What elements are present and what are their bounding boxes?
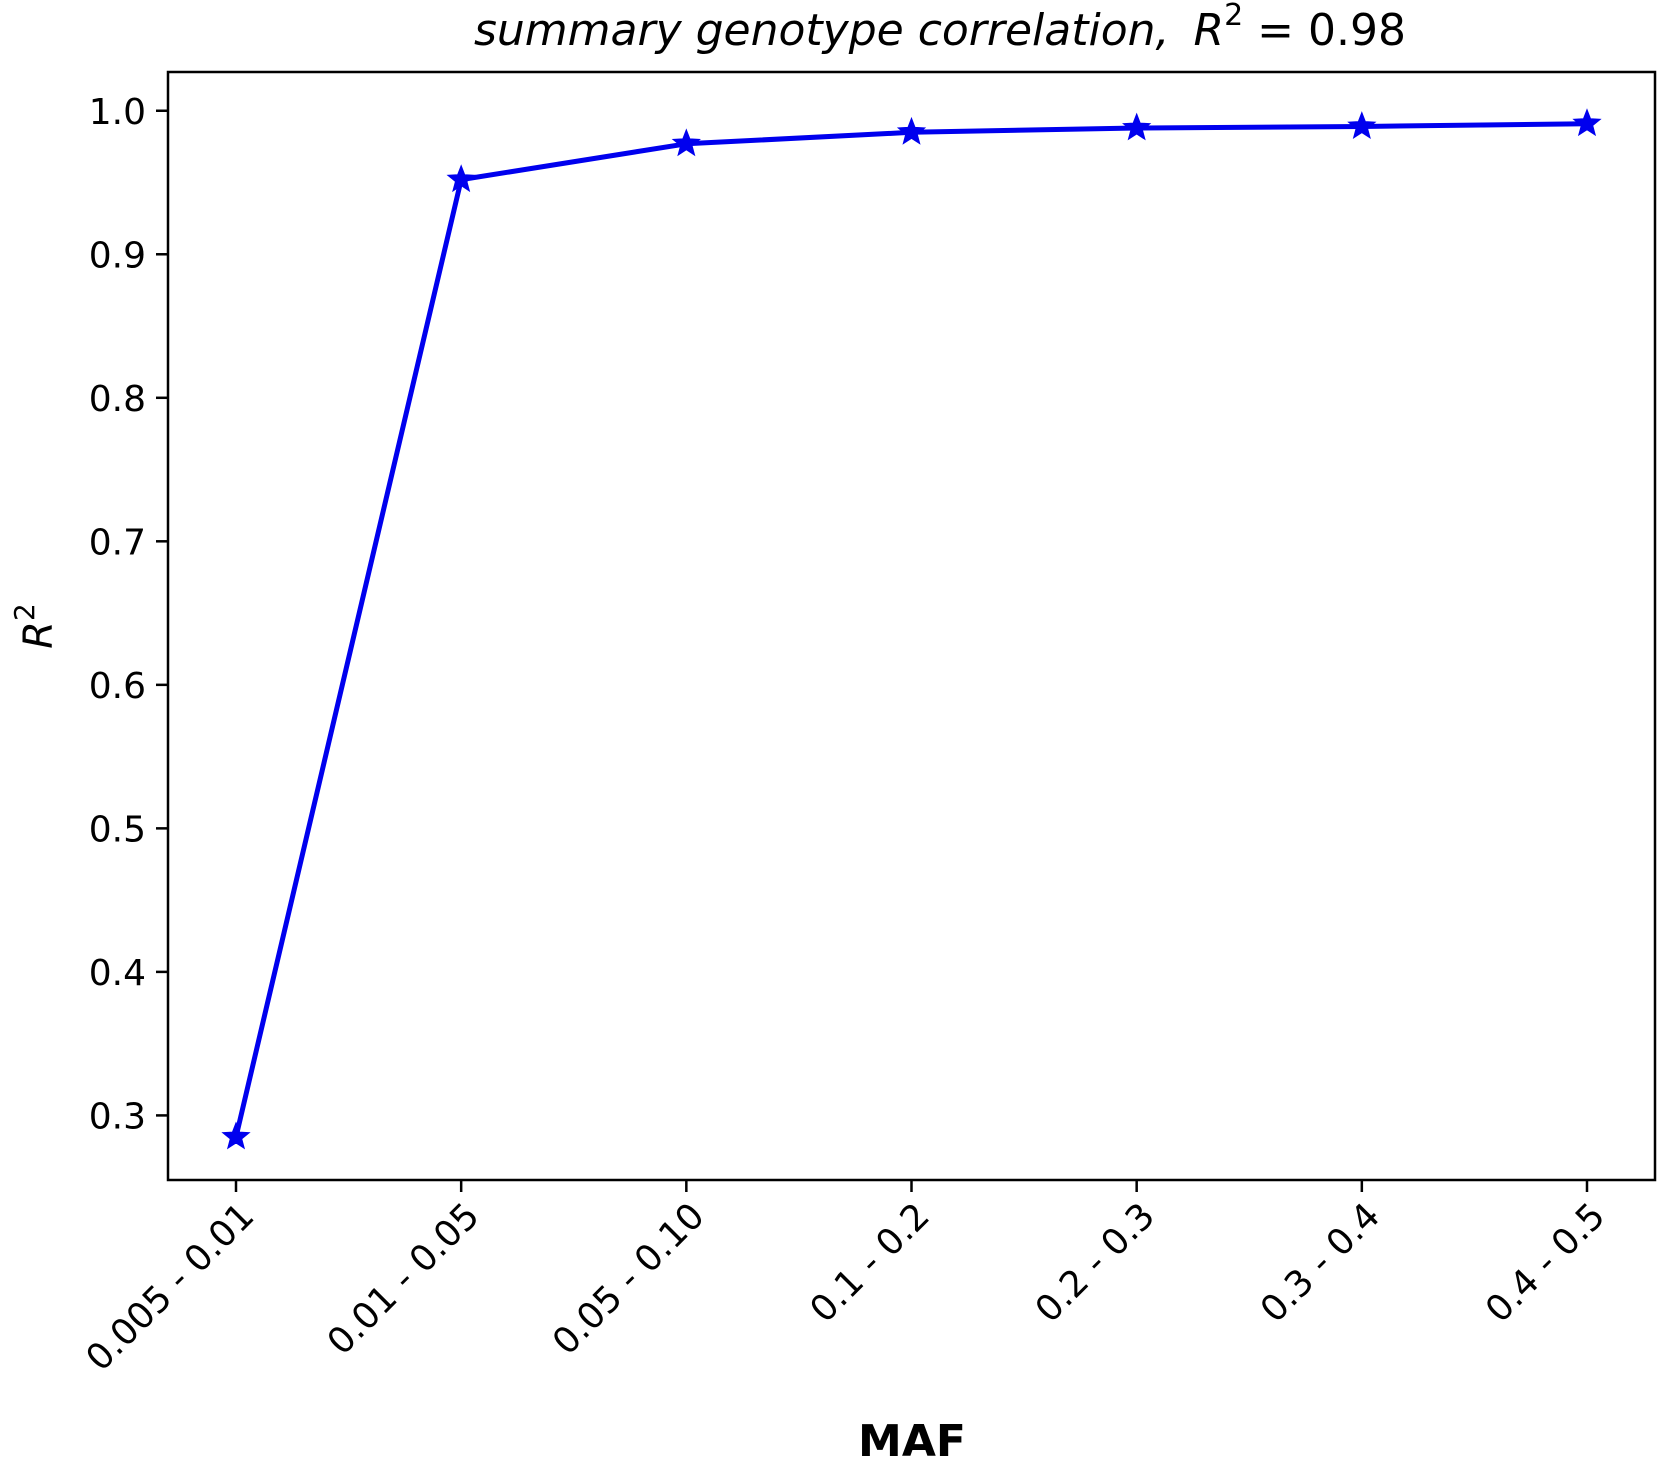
chart-title-suffix: = 0.98 — [1243, 5, 1406, 56]
y-axis-label: R2 — [8, 603, 62, 649]
data-point-star — [1572, 108, 1602, 137]
plot-frame — [166, 70, 1657, 1182]
x-tick-label: 0.1 - 0.2 — [803, 1195, 938, 1330]
y-axis-label-sup: 2 — [8, 603, 41, 621]
x-tick-label: 0.2 - 0.3 — [1028, 1195, 1163, 1330]
x-tick-label: 0.01 - 0.05 — [320, 1195, 488, 1363]
y-tick-label: 0.3 — [89, 1096, 146, 1137]
series-line — [233, 121, 1588, 1138]
y-tick-label: 0.5 — [89, 809, 146, 850]
y-tick-label: 0.6 — [89, 666, 146, 707]
data-point-star — [1122, 112, 1152, 141]
x-tick-label: 0.005 - 0.01 — [78, 1195, 262, 1379]
chart-title-sup: 2 — [1224, 0, 1243, 33]
data-point-star — [1347, 111, 1377, 139]
x-tick-label: 0.05 - 0.10 — [545, 1195, 713, 1363]
data-point-star — [446, 164, 476, 193]
y-tick-label: 0.7 — [89, 522, 146, 563]
chart-title-r: R — [1194, 5, 1225, 56]
x-tick-label: 0.4 - 0.5 — [1478, 1195, 1613, 1330]
x-axis-label: MAF — [858, 1416, 966, 1467]
y-tick-label: 0.8 — [89, 379, 146, 420]
y-tick-label: 0.9 — [89, 235, 146, 276]
data-point-star — [671, 128, 701, 157]
series-markers — [221, 108, 1602, 1150]
x-axis-ticks: 0.005 - 0.01 0.01 - 0.05 0.05 - 0.10 0.1 - … — [78, 1180, 1613, 1379]
chart-title-prefix: summary genotype correlation, — [474, 5, 1170, 56]
y-axis-label-main: R — [16, 621, 62, 649]
chart-title: summary genotype correlation, R2 = 0.98 — [474, 0, 1406, 56]
y-tick-label: 1.0 — [89, 92, 146, 133]
y-tick-label: 0.4 — [89, 953, 146, 994]
data-point-star — [221, 1121, 251, 1150]
y-axis-ticks: 0.3 0.4 0.5 0.6 0.7 0.8 0.9 1.0 — [89, 92, 168, 1137]
x-tick-label: 0.3 - 0.4 — [1253, 1195, 1388, 1330]
data-point-star — [896, 116, 927, 145]
